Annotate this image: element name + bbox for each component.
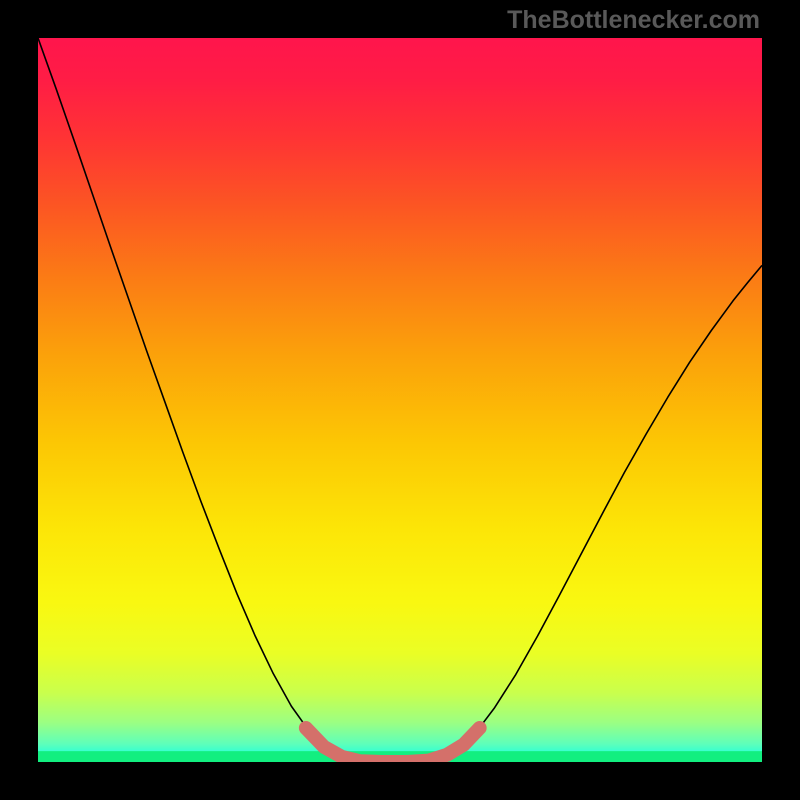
bottleneck-chart [38, 38, 762, 762]
gradient-background [38, 38, 762, 762]
watermark-text: TheBottlenecker.com [507, 6, 760, 35]
chart-container: TheBottlenecker.com [0, 0, 800, 800]
plot-area [38, 38, 762, 762]
